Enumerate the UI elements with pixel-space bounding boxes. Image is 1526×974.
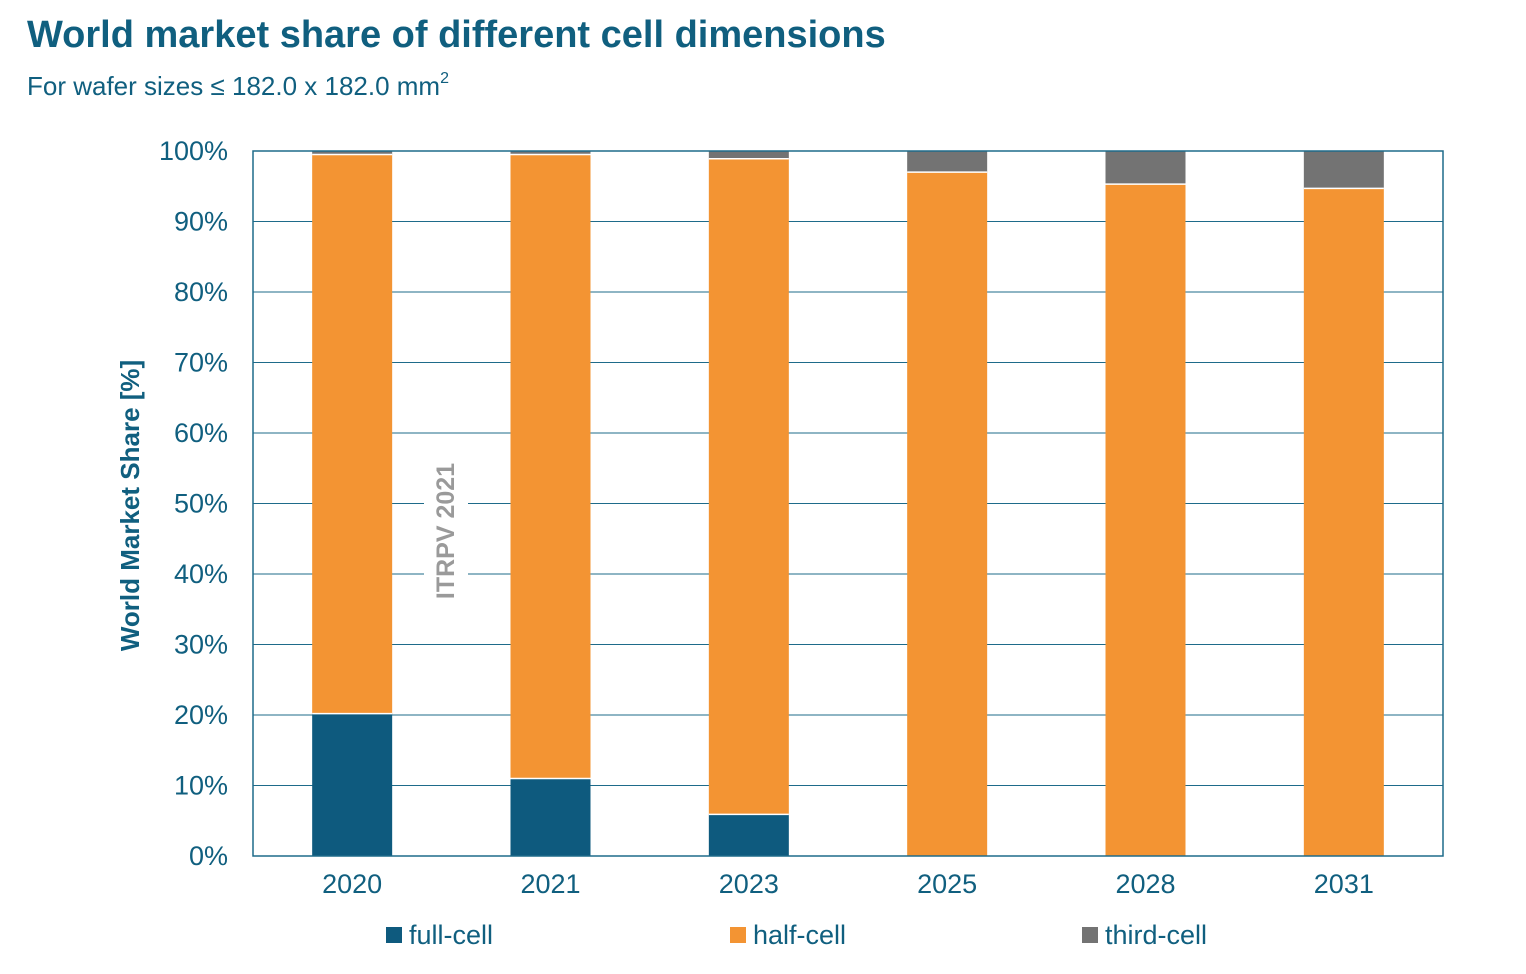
y-tick-label: 70% <box>174 348 228 378</box>
watermark-background <box>424 443 468 619</box>
y-axis-label: World Market Share [%] <box>115 360 145 651</box>
bars <box>312 151 1384 857</box>
y-tick-label: 40% <box>174 559 228 589</box>
subtitle-superscript: 2 <box>440 70 449 88</box>
bar-full-cell-2020 <box>312 713 393 856</box>
legend-label-half-cell: half-cell <box>753 919 847 950</box>
grid-lines: ITRPV 2021 <box>253 221 1443 786</box>
x-tick-label: 2028 <box>1115 869 1175 899</box>
bar-third-cell-2023 <box>708 151 789 159</box>
x-tick-label: 2020 <box>322 869 382 899</box>
chart-subtitle: For wafer sizes ≤ 182.0 x 182.0 mm2 <box>27 70 449 102</box>
y-tick-label: 50% <box>174 489 228 519</box>
bar-third-cell-2028 <box>1105 151 1186 185</box>
x-tick-labels: 2020 2021 2023 2025 2028 2031 <box>322 869 1374 899</box>
bar-half-cell-2020 <box>312 154 393 714</box>
y-tick-labels: 0% 10% 20% 30% 40% 50% 60% 70% 80% 90% 100% <box>159 136 228 871</box>
bar-half-cell-2031 <box>1303 188 1384 857</box>
axis-labels: World Market Share [%] <box>115 360 145 651</box>
bar-half-cell-2025 <box>907 172 988 856</box>
y-tick-label: 30% <box>174 630 228 660</box>
y-tick-label: 90% <box>174 207 228 237</box>
legend-label-full-cell: full-cell <box>409 919 494 950</box>
x-tick-label: 2025 <box>917 869 977 899</box>
x-tick-label: 2021 <box>520 869 580 899</box>
x-tick-label: 2031 <box>1314 869 1374 899</box>
legend-swatch-third-cell <box>1082 927 1098 943</box>
legend-item-full-cell: full-cell <box>386 915 493 955</box>
bar-third-cell-2025 <box>907 151 988 173</box>
bar-half-cell-2021 <box>510 154 591 779</box>
y-tick-label: 80% <box>174 277 228 307</box>
bar-half-cell-2028 <box>1105 184 1186 856</box>
bar-half-cell-2023 <box>708 158 789 815</box>
y-tick-label: 60% <box>174 418 228 448</box>
y-tick-label: 20% <box>174 700 228 730</box>
bar-full-cell-2021 <box>510 778 591 856</box>
legend-item-half-cell: half-cell <box>730 915 846 955</box>
chart-title: World market share of different cell dim… <box>27 14 886 56</box>
y-tick-label: 0% <box>189 841 228 871</box>
legend-swatch-full-cell <box>386 927 402 943</box>
legend-item-third-cell: third-cell <box>1082 915 1207 955</box>
bar-full-cell-2023 <box>708 814 789 856</box>
subtitle-text: For wafer sizes ≤ 182.0 x 182.0 mm <box>27 71 441 101</box>
plot-frame <box>252 150 1444 857</box>
bar-third-cell-2020 <box>312 151 393 155</box>
plot-border <box>252 150 1444 857</box>
bar-third-cell-2031 <box>1303 151 1384 189</box>
x-tick-label: 2023 <box>719 869 779 899</box>
watermark-text: ITRPV 2021 <box>432 463 460 599</box>
y-tick-label: 10% <box>174 771 228 801</box>
y-tick-label: 100% <box>159 136 228 166</box>
legend-swatch-half-cell <box>730 927 746 943</box>
bar-third-cell-2021 <box>510 151 591 155</box>
legend-label-third-cell: third-cell <box>1105 919 1208 950</box>
